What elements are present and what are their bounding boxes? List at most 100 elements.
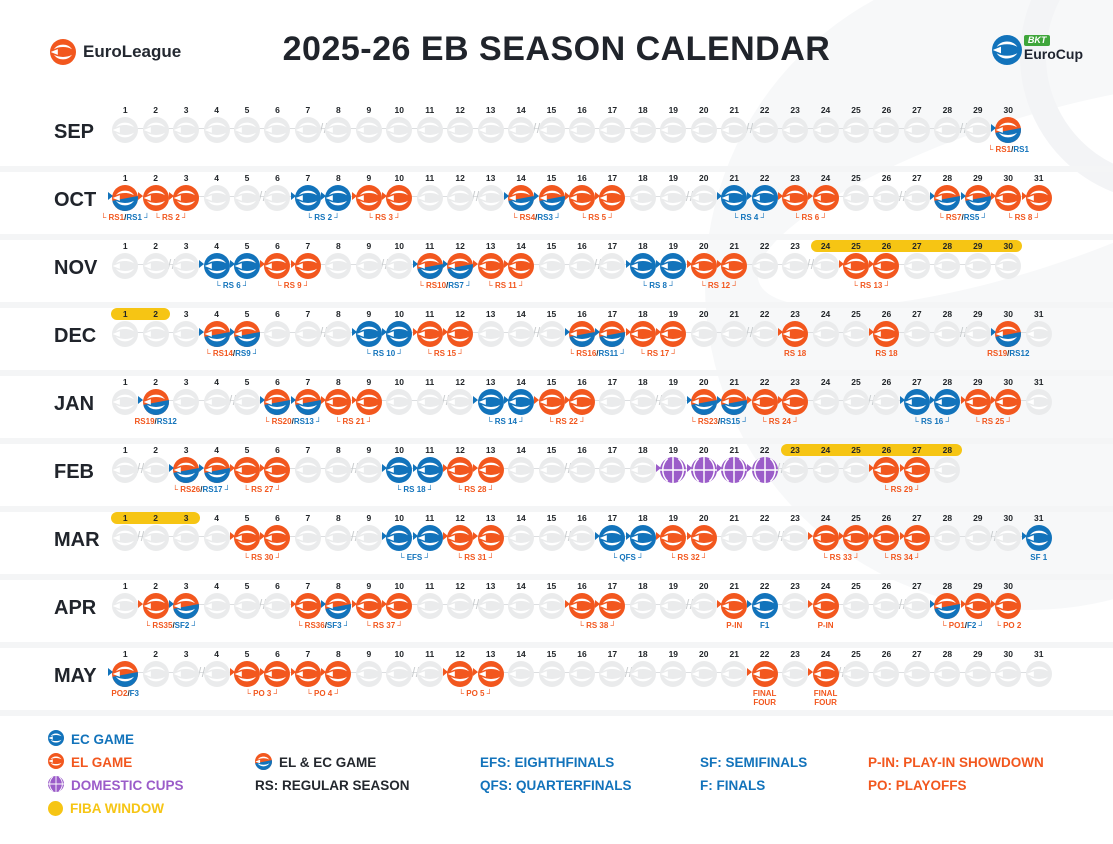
no-game-ball-icon <box>142 253 169 279</box>
game-arrow <box>229 532 237 540</box>
no-game-ball-icon <box>173 253 200 279</box>
game-arrow <box>869 532 876 540</box>
no-game-ball-icon <box>721 525 748 551</box>
day-cell: 27 <box>899 376 932 415</box>
day-number: 5 <box>244 581 250 591</box>
month-days: 1 2 3 4 5 6 7 8 9 10 11 12 13 14 15 16 17 18 19 20 21 22 23 24 2… <box>110 580 1056 642</box>
el-game-ball-icon <box>629 321 656 347</box>
day-cell: 13 <box>475 308 505 347</box>
no-game-ball-icon <box>568 253 595 279</box>
day-number: 5 <box>244 105 250 115</box>
day-number: 21 <box>729 513 739 523</box>
day-cell: 26 <box>869 240 901 279</box>
day-number: 13 <box>485 445 496 455</box>
month-row-NOV: NOV 1 2 3 4 5 6 7 8 9 10 11 12 13 14 15 16 17 18 19 20 21 22 23… <box>52 240 1113 302</box>
game-arrow <box>290 396 298 404</box>
day-cell: 19 <box>658 648 688 687</box>
day-number: 2 <box>153 105 159 115</box>
day-number: 20 <box>699 445 709 455</box>
no-game-ball-icon <box>903 185 930 211</box>
day-number: 14 <box>516 241 526 251</box>
no-game-ball-icon <box>264 185 291 211</box>
ec-game-ball-icon <box>386 457 413 483</box>
day-number: 23 <box>790 105 800 115</box>
day-number: 11 <box>425 173 435 183</box>
day-number: 25 <box>851 513 861 523</box>
legend-label: QFS: QUARTERFINALS <box>480 778 632 793</box>
day-number: 28 <box>942 581 953 591</box>
no-game-ball-icon <box>934 457 961 483</box>
day-number: 21 <box>729 105 739 115</box>
day-number: 10 <box>394 105 404 115</box>
game-arrow <box>838 532 846 540</box>
day-number: 2 <box>153 445 159 455</box>
day-number: 7 <box>305 581 311 591</box>
round-label: └ RS20/RS13 ┘ <box>263 417 322 426</box>
day-cell: 13 <box>473 376 505 415</box>
day-number: 14 <box>516 445 526 455</box>
no-game-ball-icon <box>812 389 839 415</box>
day-cell: 19 <box>658 376 688 415</box>
day-number: 24 <box>820 445 831 455</box>
round-label: └ PO 2 <box>995 621 1022 630</box>
day-number: 6 <box>275 173 280 183</box>
game-arrow <box>321 668 328 676</box>
game-arrow <box>656 328 663 336</box>
no-game-ball-icon <box>1025 661 1052 687</box>
no-game-ball-icon <box>112 117 139 143</box>
day-number: 1 <box>122 581 128 591</box>
legend-label: EFS: EIGHTHFINALS <box>480 755 615 770</box>
game-arrow <box>442 464 450 472</box>
no-game-ball-icon <box>660 117 687 143</box>
day-number: 11 <box>425 105 435 115</box>
game-arrow <box>838 260 846 268</box>
day-number: 22 <box>759 513 770 523</box>
el-game-ball-icon <box>477 661 504 687</box>
day-number: 19 <box>668 649 679 659</box>
day-number: 10 <box>394 309 404 319</box>
round-label: └ RS 21 ┘ <box>334 417 373 426</box>
day-number: 8 <box>335 241 341 251</box>
day-cell: 17 <box>595 512 627 551</box>
el-game-ball-icon <box>873 253 900 279</box>
day-cell: 18 <box>625 240 658 279</box>
euroleague-ball-icon <box>50 39 76 65</box>
month-row-JAN: JAN 1 2 3 4 5 6 7 8 9 10 11 12 13 14 15 16 17 18 19 20 21 22 23… <box>52 376 1113 438</box>
round-label: └ RS 29 ┘ <box>882 485 921 494</box>
round-label: └ RS7/RS5 ┘ <box>938 213 988 222</box>
row-separator <box>0 166 1113 172</box>
day-cell: 7 <box>290 240 323 279</box>
no-game-ball-icon <box>416 117 443 143</box>
day-number: 13 <box>485 173 496 183</box>
game-arrow <box>960 600 968 608</box>
day-number: 27 <box>912 309 922 319</box>
day-number: 6 <box>275 377 280 387</box>
domestic-cup-ball-icon <box>721 457 748 483</box>
day-number: 4 <box>214 581 219 591</box>
el-game-ball-icon <box>873 525 900 551</box>
no-game-ball-icon <box>568 525 595 551</box>
day-cell: 10 <box>382 172 414 211</box>
game-arrow <box>1021 192 1029 200</box>
game-arrow <box>808 192 815 200</box>
day-number: 29 <box>973 241 983 251</box>
game-arrow <box>168 600 176 608</box>
round-label: └ RS14/RS9 ┘ <box>204 349 259 358</box>
bkt-badge: BKT <box>1023 34 1051 46</box>
el-game-ball-icon <box>264 457 291 483</box>
no-game-ball-icon <box>629 661 656 687</box>
day-cell: 5 <box>229 648 262 687</box>
game-arrow <box>777 328 785 336</box>
el-game-ball-icon <box>234 661 261 687</box>
game-arrow <box>503 396 511 404</box>
day-number: 23 <box>790 581 800 591</box>
day-cell: 11 <box>415 648 445 687</box>
day-cell: 1 <box>110 104 140 143</box>
no-game-ball-icon <box>812 321 839 347</box>
game-arrow <box>899 532 907 540</box>
no-game-ball-icon <box>294 117 321 143</box>
day-cell: 21 <box>717 240 749 279</box>
no-game-ball-icon <box>934 321 961 347</box>
day-cell: 8 <box>321 648 353 687</box>
game-arrow <box>229 464 237 472</box>
